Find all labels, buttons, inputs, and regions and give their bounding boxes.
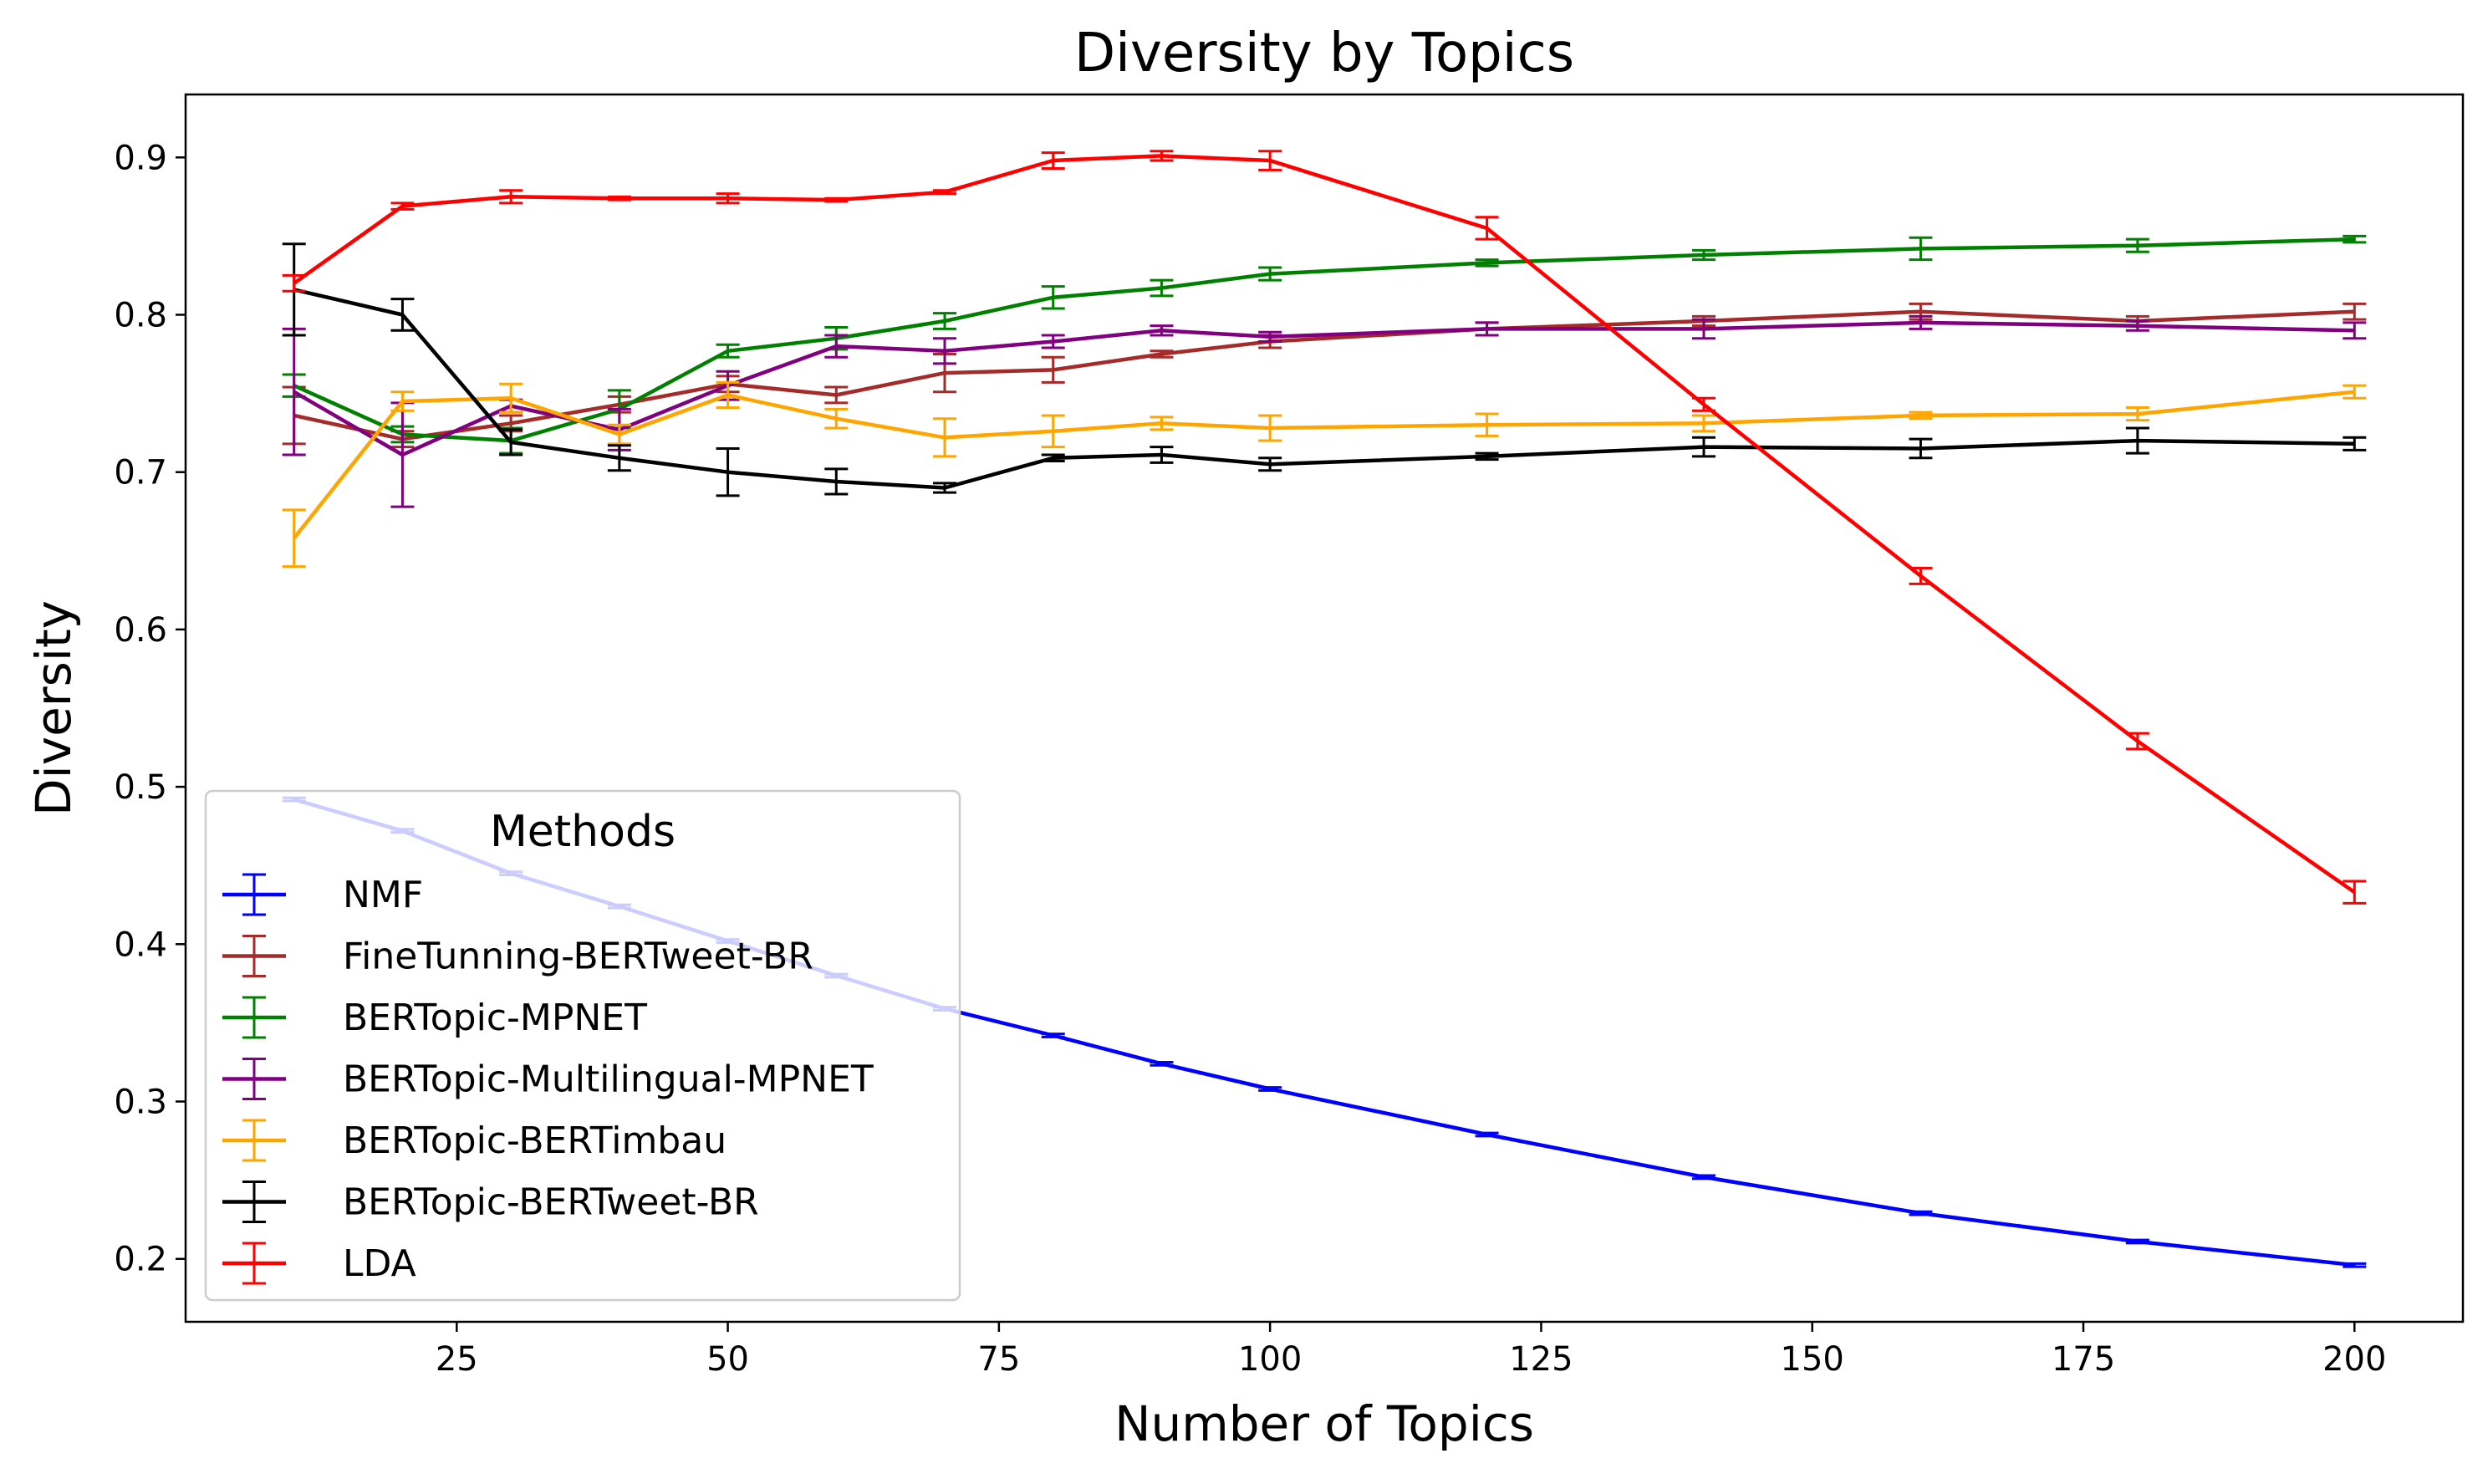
x-tick-label: 50 — [706, 1340, 749, 1379]
y-tick-label: 0.3 — [114, 1084, 167, 1122]
legend-label: BERTopic-BERTimbau — [343, 1119, 727, 1162]
x-tick-label: 100 — [1238, 1340, 1302, 1379]
legend-label: BERTopic-BERTweet-BR — [343, 1181, 759, 1224]
x-tick-label: 125 — [1509, 1340, 1573, 1379]
y-tick-label: 0.2 — [114, 1241, 167, 1279]
legend-label: LDA — [343, 1242, 416, 1285]
legend-label: BERTopic-MPNET — [343, 997, 647, 1039]
y-tick-label: 0.5 — [114, 768, 167, 807]
y-tick-label: 0.7 — [114, 454, 167, 492]
legend-label: BERTopic-Multilingual-MPNET — [343, 1058, 874, 1101]
x-tick-label: 25 — [436, 1340, 478, 1379]
y-tick-label: 0.4 — [114, 926, 167, 964]
x-tick-label: 175 — [2052, 1340, 2115, 1379]
legend-label: FineTunning-BERTweet-BR — [343, 936, 813, 978]
legend-label: NMF — [343, 874, 423, 916]
y-tick-label: 0.9 — [114, 139, 167, 177]
x-axis-label: Number of Topics — [1114, 1395, 1534, 1452]
x-tick-label: 200 — [2322, 1340, 2386, 1379]
legend: Methods NMF FineTunning-BERTweet-BR BERTop… — [206, 791, 960, 1300]
legend-box — [206, 791, 960, 1300]
y-axis-label: Diversity — [25, 600, 82, 816]
x-tick-label: 75 — [977, 1340, 1020, 1379]
legend-title: Methods — [490, 807, 676, 857]
x-tick-label: 150 — [1781, 1340, 1844, 1379]
y-tick-label: 0.6 — [114, 611, 167, 650]
y-tick-label: 0.8 — [114, 296, 167, 334]
chart-title: Diversity by Topics — [1074, 23, 1574, 84]
